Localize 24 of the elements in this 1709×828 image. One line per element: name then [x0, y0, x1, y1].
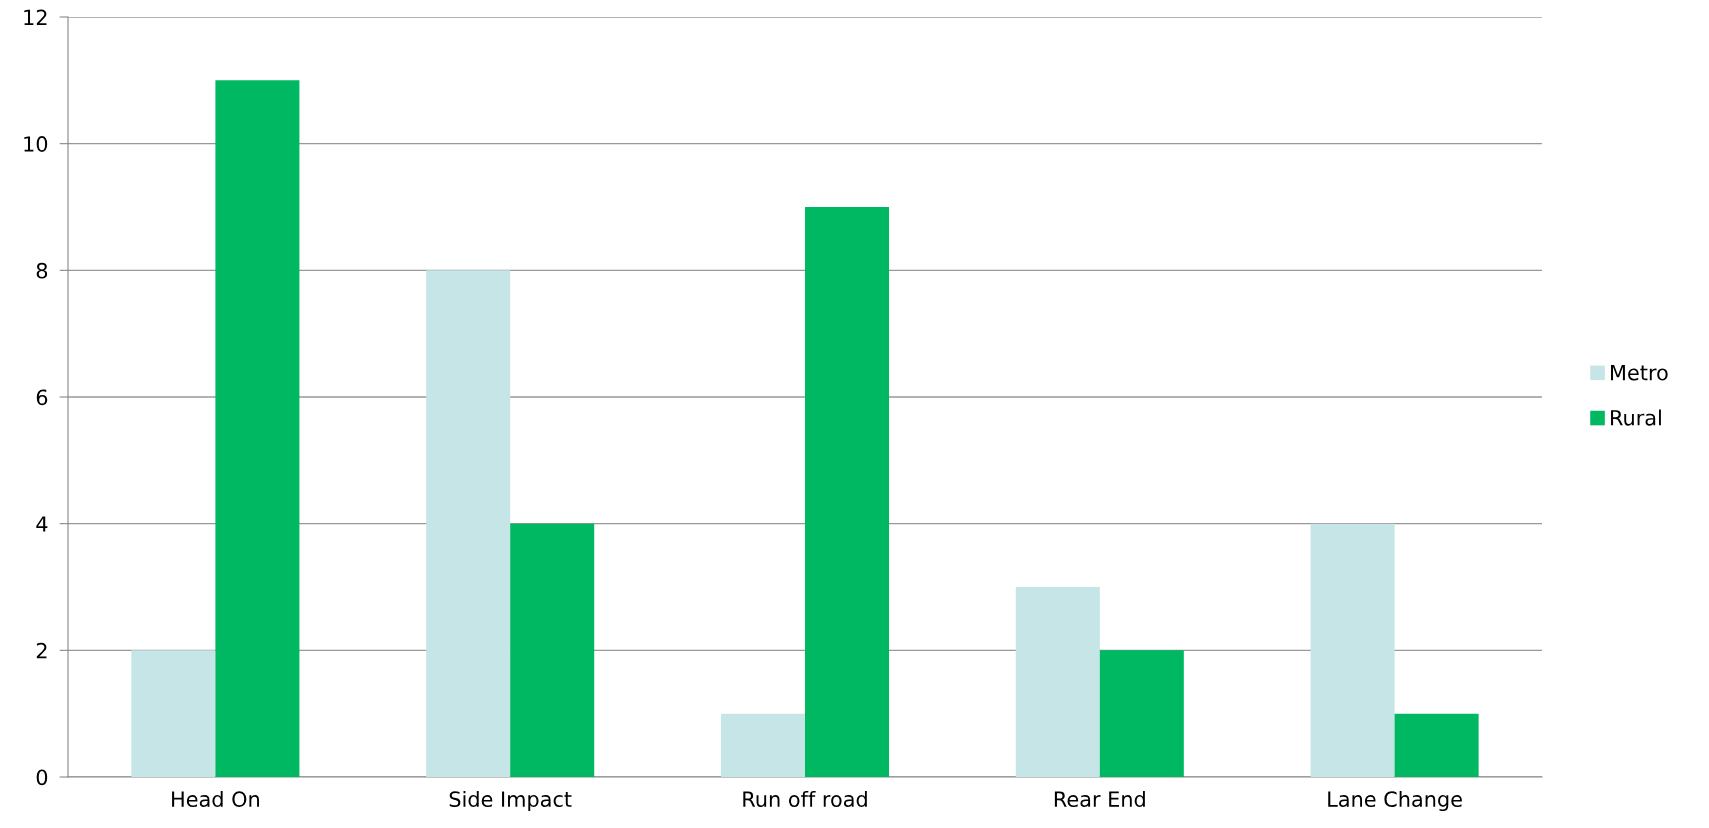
x-tick-label: Side Impact [449, 790, 572, 812]
x-tick-label: Lane Change [1328, 790, 1462, 812]
bar [510, 523, 595, 777]
y-tick-label: 4 [36, 516, 48, 532]
bar [215, 80, 300, 777]
bar [1310, 523, 1395, 777]
y-tick-label: 0 [36, 769, 48, 786]
bar [1394, 713, 1479, 777]
bar [720, 713, 805, 777]
bar [426, 270, 511, 777]
legend-label: Metro [1611, 364, 1668, 381]
y-tick-label: 8 [36, 262, 48, 279]
bar [1015, 587, 1100, 777]
y-tick-label: 6 [36, 389, 48, 406]
bar [805, 207, 890, 777]
y-tick-label: 2 [36, 642, 47, 659]
y-tick-label: 10 [24, 136, 48, 152]
x-tick-label: Head On [172, 790, 259, 808]
x-tick-label: Rear End [1054, 790, 1145, 808]
x-tick-label: Run off road [743, 790, 867, 808]
bar [1099, 650, 1184, 777]
y-tick-label: 12 [24, 9, 47, 25]
bar [131, 650, 216, 777]
legend-label: Rural [1611, 409, 1661, 426]
